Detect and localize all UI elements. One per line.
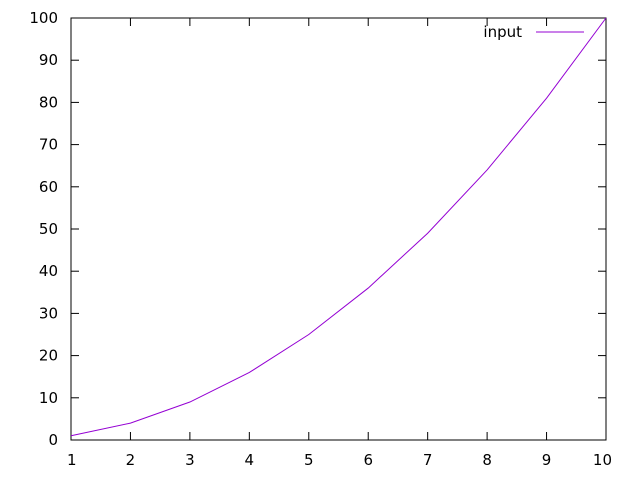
series-layer [70, 17, 607, 437]
axis-ticks [70, 17, 607, 441]
y-tick-labels: 0 10 20 30 40 50 60 70 80 90 100 [29, 9, 58, 449]
x-tick-label: 6 [363, 451, 373, 469]
x-tick-label: 1 [67, 451, 77, 469]
x-tick-labels: 1 2 3 4 5 6 7 8 9 10 [67, 451, 612, 469]
y-tick-label: 30 [39, 304, 58, 322]
plot-frame [70, 17, 607, 441]
y-tick-label: 80 [39, 93, 58, 111]
x-tick-label: 4 [245, 451, 255, 469]
y-tick-label: 70 [39, 136, 58, 154]
x-tick-label: 9 [542, 451, 552, 469]
x-tick-label: 2 [126, 451, 136, 469]
x-tick-label: 5 [304, 451, 314, 469]
x-tick-label: 3 [185, 451, 195, 469]
y-tick-label: 10 [39, 389, 58, 407]
y-tick-label: 40 [39, 262, 58, 280]
legend: input [483, 23, 584, 41]
legend-label: input [483, 23, 522, 41]
y-tick-label: 90 [39, 51, 58, 69]
x-tick-label: 8 [482, 451, 492, 469]
series-line-0 [70, 17, 607, 437]
y-tick-label: 100 [29, 9, 58, 27]
y-tick-label: 0 [48, 431, 58, 449]
y-tick-label: 60 [39, 178, 58, 196]
x-tick-label: 10 [593, 451, 612, 469]
x-tick-label: 7 [423, 451, 433, 469]
y-tick-label: 20 [39, 347, 58, 365]
y-tick-label: 50 [39, 220, 58, 238]
